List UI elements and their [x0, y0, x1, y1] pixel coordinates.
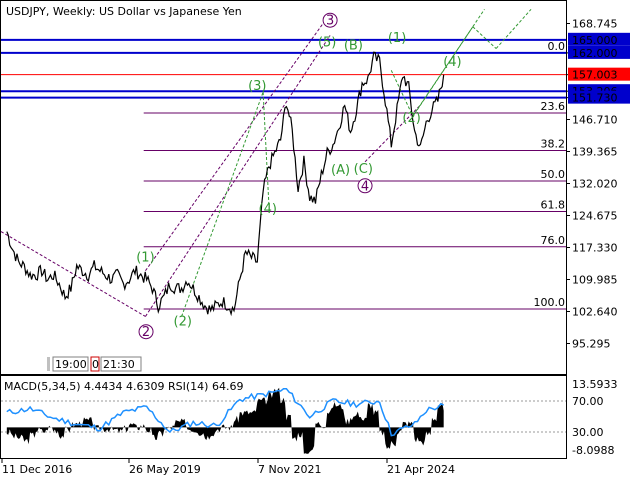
y-tick-label: 132.020: [572, 177, 618, 190]
price-level-tag: [568, 45, 630, 59]
indicator-y-label: 30.00: [572, 426, 604, 439]
rsi-line: [6, 388, 445, 437]
channels: [0, 8, 532, 317]
wave-label: (5): [318, 35, 336, 50]
x-tick-label: 21 Apr 2024: [387, 463, 455, 476]
time-slider-handle[interactable]: [47, 357, 50, 371]
x-tick-label: 11 Dec 2016: [2, 463, 72, 476]
indicator-frame: [0, 375, 567, 459]
wave-label: 2: [142, 325, 150, 340]
channel-line-lower: [145, 35, 331, 317]
fib-label: 61.8: [541, 198, 566, 211]
x-tick-label: 7 Nov 2021: [258, 463, 321, 476]
wave-label: (B): [344, 39, 363, 54]
indicator-y-label: 70.00: [572, 395, 604, 408]
y-tick-label: 124.675: [572, 209, 618, 222]
x-tick-label: 26 May 2019: [129, 463, 201, 476]
x-axis: 11 Dec 2016 26 May 2019 7 Nov 2021 21 Apr 2…: [1, 459, 455, 476]
y-tick-label: 146.710: [572, 113, 618, 126]
wave-line-2: [262, 92, 270, 206]
macd-histogram: [6, 387, 444, 454]
wave-labels: 3 (5) (B) (1) (4) (3) (2) (A) (C) 4 (4) (1) (2) 2: [136, 12, 462, 340]
wave-label: (1): [388, 31, 406, 46]
price-level-tag-label: 151.730: [572, 92, 618, 105]
price-level-tag-label: 165.000: [572, 34, 618, 47]
indicator-title: MACD(5,34,5) 4.4434 4.6309 RSI(14) 64.69: [4, 380, 243, 393]
wave-circle-marker: [138, 324, 154, 340]
channel-line-upper: [145, 13, 331, 272]
y-tick-label: 102.640: [572, 305, 618, 318]
wave-label: 3: [326, 14, 334, 29]
time-start-label: 19:00: [55, 358, 87, 371]
time-start-box[interactable]: [52, 356, 89, 372]
projection-line-1: [390, 70, 414, 117]
indicator-series: 13.5933 70.00 30.00 -8.0988: [1, 378, 618, 457]
wave-label: (C): [354, 162, 373, 177]
y-tick-label: 109.985: [572, 273, 618, 286]
y-tick-label: 117.330: [572, 241, 618, 254]
fib-label: 38.2: [541, 137, 566, 150]
fib-label: 0.0: [548, 40, 566, 53]
wave-line-3: [364, 104, 421, 163]
fib-label: 100.0: [534, 296, 566, 309]
main-frame: [0, 0, 567, 375]
wave-label: (2): [174, 314, 192, 329]
price-series: [6, 51, 445, 317]
wave-label: (A): [331, 163, 350, 178]
price-level-tag-label: 162.000: [572, 47, 618, 60]
wave-circle-marker: [322, 12, 338, 28]
time-end-label: 21:30: [103, 358, 135, 371]
indicator-y-label: -8.0988: [572, 444, 614, 457]
wave-label: (2): [402, 111, 420, 126]
price-line: [6, 51, 445, 317]
time-end-box[interactable]: [100, 356, 142, 372]
indicator-y-label: 13.5933: [572, 378, 618, 391]
y-tick-label: 95.295: [572, 337, 611, 350]
wave-label: (4): [259, 202, 277, 217]
price-level-tag: [568, 32, 630, 46]
projection-line-5: [495, 8, 532, 49]
fib-label: 50.0: [541, 168, 566, 181]
projection-line-4: [472, 26, 497, 49]
time-mid-label: 0: [92, 358, 99, 371]
y-axis: 168.745162.000157.003153.206151.730146.7…: [566, 18, 630, 350]
fib-label: 76.0: [541, 234, 566, 247]
wave-circle-marker: [357, 178, 373, 194]
wave-line-1: [181, 91, 264, 317]
projection-line-3: [414, 9, 485, 115]
wave-label: (1): [136, 250, 154, 265]
price-level-tag: [568, 67, 630, 81]
time-mid-box[interactable]: [90, 356, 100, 372]
y-tick-label: 139.365: [572, 145, 618, 158]
price-level-tag: [568, 90, 630, 104]
wave-label: (4): [443, 55, 461, 70]
price-level-tag-label: 157.003: [572, 69, 618, 82]
y-tick-label: 168.745: [572, 18, 618, 31]
time-controls[interactable]: 19:00 0 21:30: [47, 356, 142, 372]
trend-line-down: [0, 231, 146, 317]
price-levels: [1, 38, 566, 99]
wave-label: (3): [248, 79, 266, 94]
fib-label: 23.6: [541, 100, 566, 113]
wave-label: 4: [361, 179, 369, 194]
chart-title: USDJPY, Weekly: US Dollar vs Japanese Ye…: [6, 5, 242, 18]
